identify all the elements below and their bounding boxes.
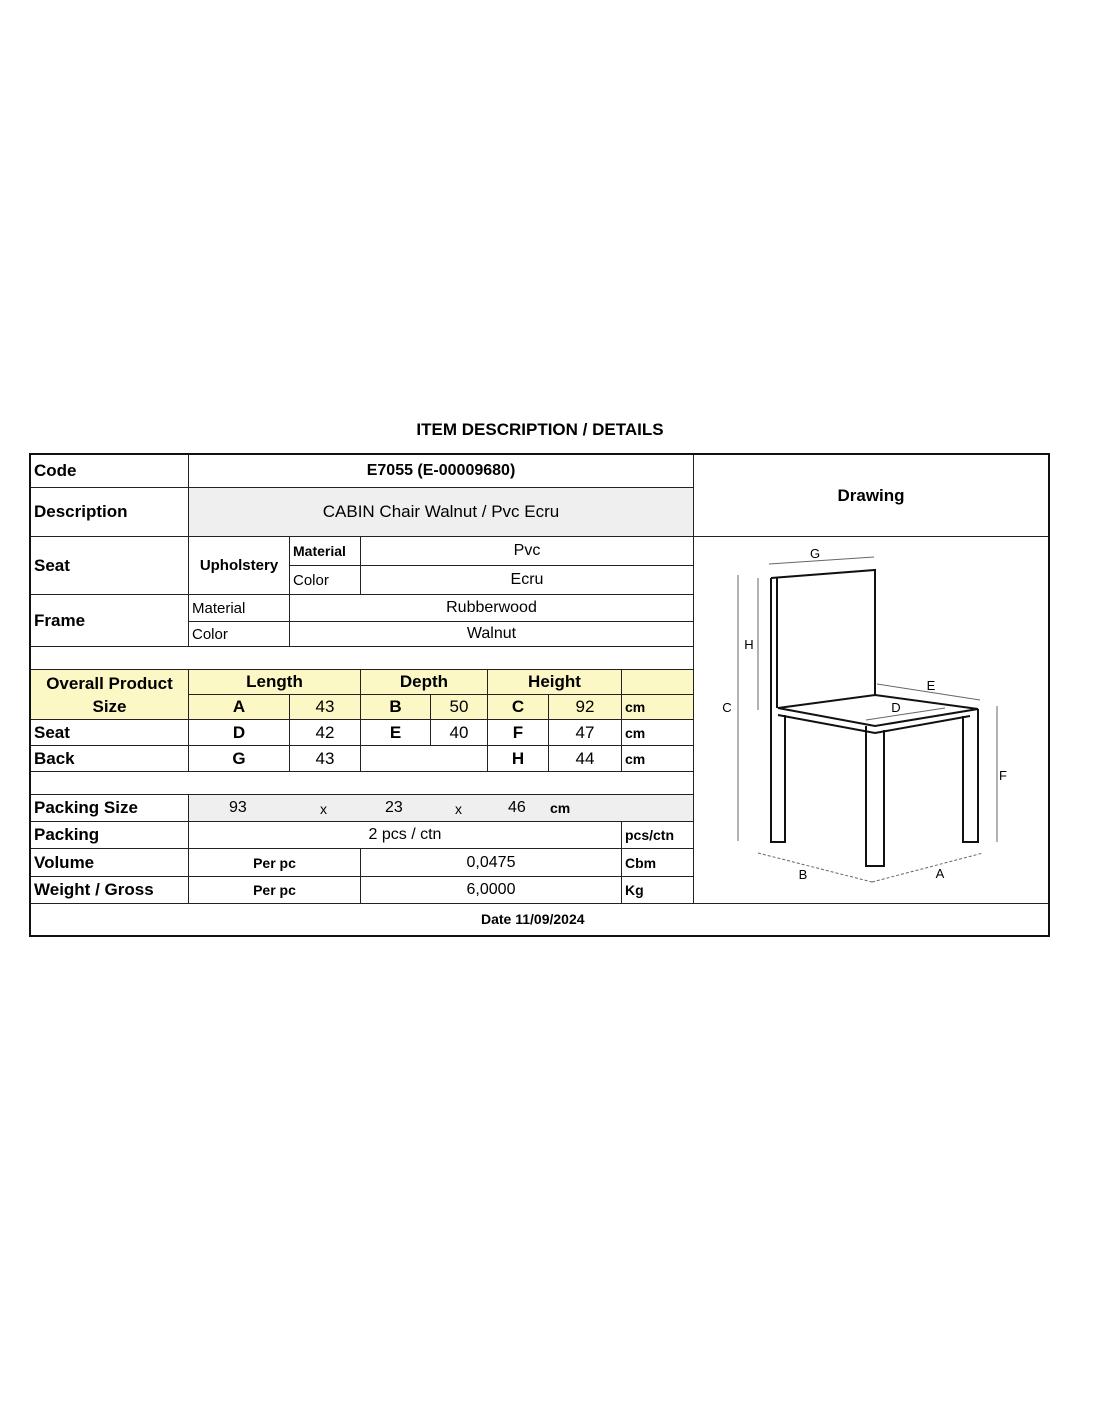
packing-width: 23: [385, 799, 403, 816]
code-label: Code: [31, 455, 189, 488]
size-cell-bv: 50: [431, 695, 488, 720]
spec-table: [29, 453, 1050, 937]
size-cell-cv: 47: [549, 720, 622, 746]
label-b: B: [799, 867, 808, 882]
description-value: CABIN Chair Walnut / Pvc Ecru: [189, 488, 694, 537]
size-cell-unit: cm: [622, 720, 694, 746]
size-cell-a: D: [189, 720, 290, 746]
weight-unit: Kg: [622, 877, 694, 904]
drawing-cell: [694, 537, 1048, 904]
size-cell-bv: 40: [431, 720, 488, 746]
size-cell-a: A: [189, 695, 290, 720]
size-cell-label: Back: [31, 746, 189, 772]
overall-size-label: Overall Product Size: [31, 670, 189, 720]
size-cell-b: E: [361, 720, 431, 746]
seat-color-value: Ecru: [361, 566, 694, 595]
description-label: Description: [31, 488, 189, 537]
packing-unit: pcs/ctn: [622, 822, 694, 849]
times-sign: x: [455, 801, 462, 817]
seat-material-label: Material: [290, 537, 361, 566]
dimension-line-d: [865, 707, 946, 721]
seat-color-label: Color: [290, 566, 361, 595]
frame-label: Frame: [31, 595, 189, 647]
weight-value: 6,0000: [361, 877, 622, 904]
weight-label: Weight / Gross: [31, 877, 189, 904]
label-f: F: [999, 768, 1007, 783]
times-sign: x: [320, 801, 327, 817]
packing-size-value: [189, 795, 694, 822]
seat-material-value: Pvc: [361, 537, 694, 566]
code-value: E7055 (E-00009680): [189, 455, 694, 488]
volume-label: Volume: [31, 849, 189, 877]
label-a: A: [936, 866, 945, 881]
dimension-line-b: [757, 852, 873, 883]
frame-material-label: Material: [189, 595, 290, 622]
seat-label: Seat: [31, 537, 189, 595]
chair-seat: [777, 693, 979, 735]
chair-leg: [865, 726, 885, 867]
spacer-row: [31, 772, 694, 795]
label-g: G: [810, 546, 820, 561]
weight-per: Per pc: [189, 877, 361, 904]
size-cell-cv: 92: [549, 695, 622, 720]
label-h: H: [744, 637, 753, 652]
packing-unit: cm: [550, 800, 571, 816]
volume-value: 0,0475: [361, 849, 622, 877]
dimension-line-a: [871, 852, 984, 883]
packing-label: Packing: [31, 822, 189, 849]
label-d: D: [891, 700, 900, 715]
size-cell-av: 42: [290, 720, 361, 746]
size-cell-a: G: [189, 746, 290, 772]
size-cell-c: H: [488, 746, 549, 772]
size-cell-av: 43: [290, 746, 361, 772]
spacer-row: [31, 647, 694, 670]
chair-backrest: [770, 568, 876, 708]
length-header: Length: [189, 670, 361, 695]
size-cell-label: Seat: [31, 720, 189, 746]
unit-header: [622, 670, 694, 695]
size-cell-av: 43: [290, 695, 361, 720]
document-title: ITEM DESCRIPTION / DETAILS: [416, 420, 664, 439]
label-c: C: [722, 700, 731, 715]
size-cell-cv: 44: [549, 746, 622, 772]
date: Date 11/09/2024: [481, 911, 585, 927]
packing-length: 93: [229, 799, 247, 816]
chair-leg: [770, 708, 786, 843]
size-cell-b: [361, 746, 488, 772]
dimension-line-g: [768, 556, 875, 565]
packing-size-label: Packing Size: [31, 795, 189, 822]
label-e: E: [927, 678, 936, 693]
upholstery-label: Upholstery: [189, 537, 290, 595]
volume-per: Per pc: [189, 849, 361, 877]
frame-color-value: Walnut: [290, 622, 694, 647]
packing-height: 46: [508, 799, 526, 816]
size-cell-c: F: [488, 720, 549, 746]
size-cell-c: C: [488, 695, 549, 720]
frame-material-value: Rubberwood: [290, 595, 694, 622]
size-cell-unit: cm: [622, 746, 694, 772]
frame-color-label: Color: [189, 622, 290, 647]
size-cell-unit: cm: [622, 695, 694, 720]
depth-header: Depth: [361, 670, 488, 695]
size-cell-b: B: [361, 695, 431, 720]
dimension-line-e: [876, 683, 981, 701]
chair-leg: [962, 709, 979, 843]
height-header: Height: [488, 670, 622, 695]
packing-value: 2 pcs / ctn: [189, 822, 622, 849]
volume-unit: Cbm: [622, 849, 694, 877]
drawing-label: Drawing: [694, 455, 1048, 537]
